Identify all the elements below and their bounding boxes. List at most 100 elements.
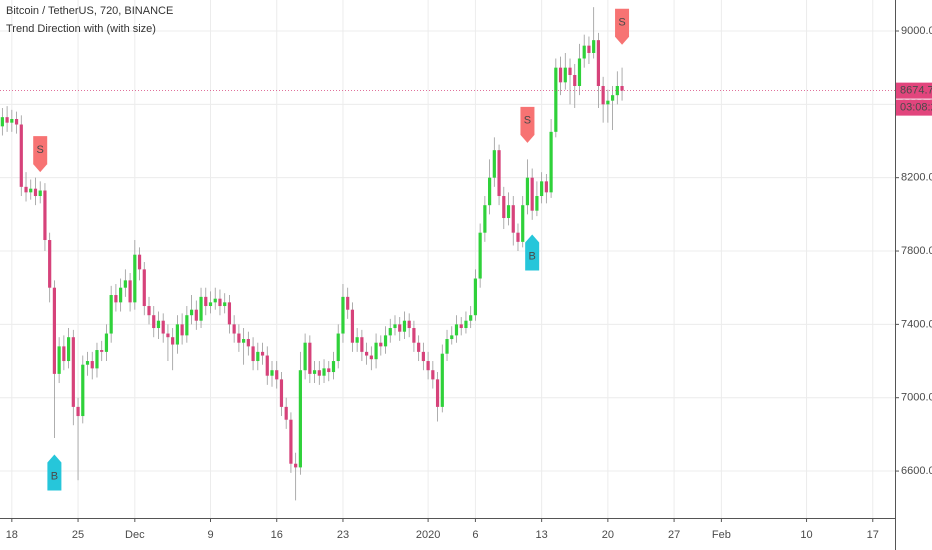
candle-body	[350, 309, 355, 343]
x-tick-label: Dec	[125, 529, 145, 541]
candle-body	[199, 296, 203, 321]
signal-marker: S	[520, 106, 535, 143]
candle-body	[161, 320, 165, 334]
candle-body	[317, 370, 321, 376]
candle-body	[260, 351, 265, 356]
candle-body	[52, 287, 57, 374]
y-tick-label: 9000.00	[901, 25, 932, 37]
candle-body	[483, 205, 487, 233]
candle-body	[516, 232, 520, 242]
candle-body	[279, 379, 284, 407]
candle-body	[256, 351, 260, 362]
candle-body	[251, 346, 255, 362]
candle-body	[606, 100, 610, 105]
candle-body	[544, 181, 548, 193]
signal-label: S	[618, 17, 625, 29]
candle-body	[156, 320, 161, 329]
candle-body	[213, 298, 217, 303]
candle-body	[303, 342, 307, 371]
candle-body	[355, 337, 359, 343]
y-tick-label: 7400.00	[901, 318, 932, 330]
signal-label: B	[51, 470, 58, 482]
candle-body	[5, 117, 9, 123]
candle-body	[331, 361, 336, 373]
candle-body	[360, 337, 364, 352]
candle-body	[242, 339, 246, 343]
x-tick-label: 23	[337, 529, 349, 541]
y-tick-label: 7800.00	[901, 245, 932, 257]
candle-body	[284, 406, 288, 420]
candle-body	[109, 295, 113, 334]
candle-body	[398, 324, 402, 332]
candle-body	[185, 315, 189, 336]
candle-body	[85, 361, 90, 365]
candle-body	[38, 190, 42, 197]
candle-body	[582, 45, 586, 59]
x-tick-label: Feb	[712, 529, 731, 541]
candle-body	[14, 119, 19, 125]
candle-body	[114, 295, 118, 303]
candle-body	[237, 333, 241, 343]
candle-body	[137, 254, 142, 270]
last-price-label: 8674.75	[900, 85, 932, 97]
x-tick-label: 27	[668, 529, 680, 541]
candle-body	[81, 364, 85, 417]
candle-body	[294, 463, 298, 468]
x-tick-label: 13	[536, 529, 548, 541]
candle-body	[24, 186, 28, 193]
candle-body	[66, 337, 71, 362]
candle-body	[218, 298, 222, 307]
x-tick-label: 17	[867, 529, 879, 541]
candle-body	[369, 355, 373, 360]
candle-body	[327, 368, 331, 373]
candle-body	[615, 85, 619, 96]
candle-body	[577, 58, 582, 86]
candle-body	[540, 181, 544, 197]
indicator-name: Trend Direction with (with size)	[6, 23, 156, 35]
signal-shape	[47, 454, 62, 491]
candle-body	[43, 190, 47, 241]
candle-body	[549, 131, 553, 193]
candle-body	[454, 324, 459, 336]
candle-body	[0, 117, 4, 127]
candle-body	[431, 370, 435, 380]
x-tick-label: 18	[6, 529, 18, 541]
y-tick-label: 7000.00	[901, 392, 932, 404]
candle-body	[298, 370, 302, 468]
candle-body	[379, 342, 383, 347]
candle-body	[289, 419, 293, 464]
candle-body	[204, 296, 208, 307]
candle-body	[128, 280, 132, 303]
candle-body	[469, 315, 473, 321]
candle-body	[275, 370, 279, 380]
signal-shape	[33, 136, 48, 173]
signal-shape	[615, 8, 630, 45]
candle-body	[492, 150, 496, 178]
candle-body	[497, 150, 501, 197]
signal-label: S	[524, 115, 531, 127]
x-tick-label: 6	[472, 529, 478, 541]
candle-body	[450, 335, 454, 340]
candle-body	[511, 205, 515, 233]
candle-body	[573, 74, 577, 86]
candle-body	[33, 188, 38, 197]
candle-body	[322, 368, 326, 376]
candle-body	[19, 124, 23, 187]
candle-body	[459, 324, 463, 329]
candle-body	[227, 302, 232, 325]
candle-body	[76, 406, 80, 417]
candle-body	[596, 40, 601, 86]
candle-body	[426, 361, 430, 371]
candle-body	[587, 45, 591, 53]
candle-body	[48, 240, 52, 288]
candle-body	[90, 361, 94, 369]
candle-body	[152, 315, 156, 329]
candle-body	[142, 269, 146, 307]
candle-body	[610, 95, 615, 101]
y-tick-label: 6600.00	[901, 465, 932, 477]
candle-body	[194, 309, 198, 321]
x-tick-label: 25	[72, 529, 84, 541]
candle-body	[402, 320, 407, 332]
